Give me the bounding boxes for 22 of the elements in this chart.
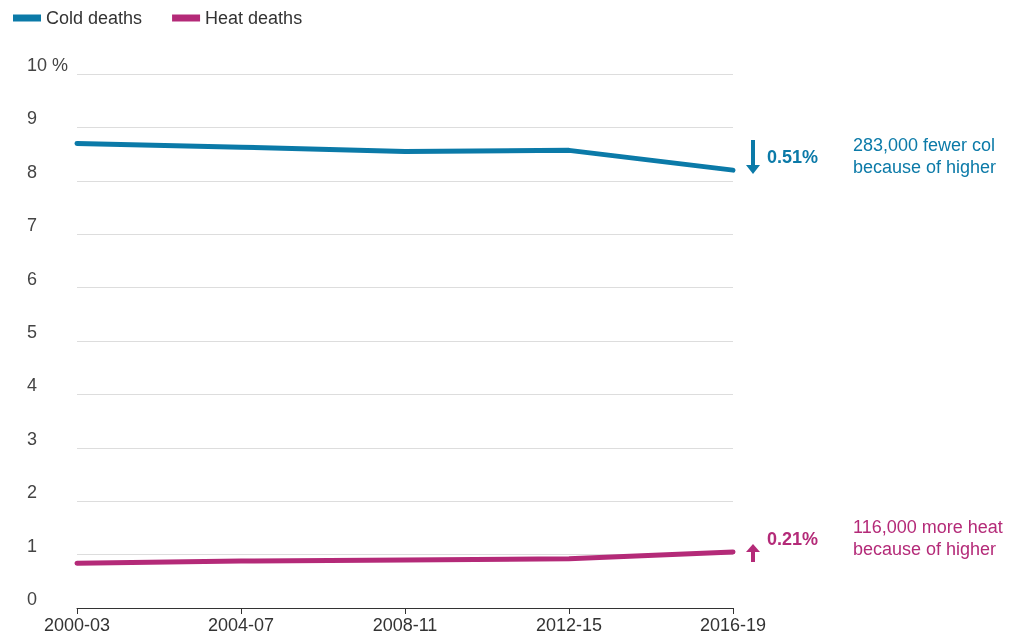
x-tick-label: 2008-11 [372,615,438,635]
y-tick-label: 8 [27,161,38,182]
text: 116,000 more heat because of higher [853,515,1003,560]
y-tick-label: 3 [27,428,38,449]
y-tick-label: 6 [27,268,38,289]
x-tick-label: 2000-03 [43,615,111,635]
y-tick-label: 0 [27,589,38,609]
y-tick-label: 10 % [27,55,69,75]
y-tick-label: 7 [27,215,38,236]
y-tick-label: 1 [27,535,38,556]
x-tick-label: 2016-19 [699,615,767,635]
legend-label: Cold deaths [46,8,143,28]
text: 283,000 fewer col because of higher [853,134,997,179]
annotation: 0.21% [767,527,819,550]
x-tick-label: 2004-07 [207,615,275,635]
y-tick-label: 4 [27,375,38,396]
y-tick-label: 9 [27,108,38,129]
legend-label: Heat deaths [205,8,303,28]
x-tick-label: 2012-15 [535,615,603,635]
y-tick-label: 5 [27,322,38,342]
annotation: 0.51% [767,146,819,169]
y-tick-label: 2 [27,482,38,503]
